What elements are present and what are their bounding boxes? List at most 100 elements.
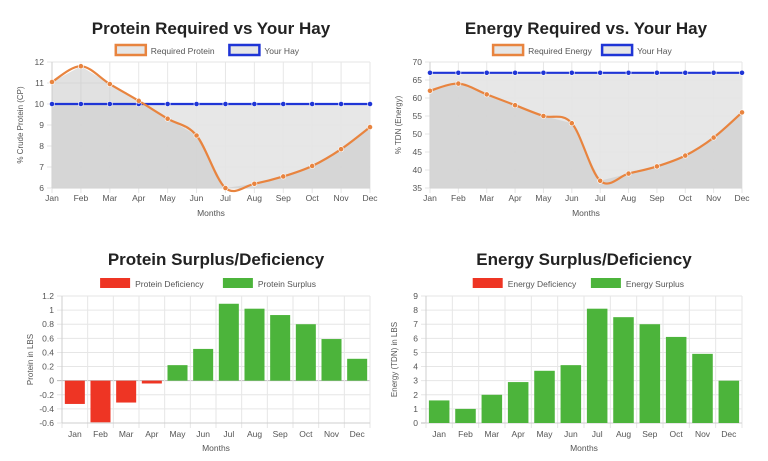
legend-item: Energy Deficiency <box>472 278 577 289</box>
y-tick-label: -0.4 <box>39 404 54 414</box>
y-axis-title: Energy (TDN) in LBS <box>390 322 399 397</box>
legend-swatch <box>228 43 261 57</box>
surplus-bar <box>639 324 661 423</box>
y-tick-label: 8 <box>39 141 44 151</box>
x-axis-title: Months <box>202 443 230 453</box>
surplus-bar <box>560 365 582 423</box>
x-tick-label: Feb <box>451 193 466 203</box>
y-tick-label: 9 <box>413 291 418 301</box>
required-point <box>682 152 689 159</box>
surplus-bar <box>244 308 265 381</box>
surplus-bar <box>321 339 342 381</box>
y-tick-label: 10 <box>35 99 45 109</box>
x-tick-label: Jul <box>220 193 231 203</box>
y-tick-label: 50 <box>413 129 423 139</box>
legend-swatch <box>600 43 634 57</box>
protein-bar-chart: Protein Surplus/Deficiency Protein Defici… <box>26 250 371 453</box>
hay-point <box>625 69 632 76</box>
hay-point <box>78 101 84 107</box>
hay-point <box>251 101 258 107</box>
legend-item: Your Hay <box>600 43 673 57</box>
y-tick-label: 7 <box>413 319 418 329</box>
surplus-bar <box>534 370 555 423</box>
chart-area: Energy Required vs. Your Hay Required Ene… <box>394 19 750 218</box>
chart-title: Energy Surplus/Deficiency <box>476 250 692 269</box>
x-tick-label: May <box>535 193 552 203</box>
required-point <box>309 163 316 169</box>
required-area <box>52 66 370 188</box>
x-tick-label: Apr <box>508 193 521 203</box>
x-tick-label: Aug <box>247 429 262 439</box>
legend-swatch <box>590 278 621 288</box>
y-tick-label: 4 <box>413 362 418 372</box>
y-tick-label: 8 <box>413 305 418 315</box>
legend-label: Protein Deficiency <box>135 279 204 289</box>
required-point <box>193 132 200 139</box>
y-tick-label: 40 <box>413 165 423 175</box>
x-tick-label: May <box>536 429 553 439</box>
x-tick-label: Jan <box>68 429 82 439</box>
legend-label: Required Protein <box>151 46 215 56</box>
legend-swatch <box>100 278 131 288</box>
x-tick-label: Oct <box>679 193 693 203</box>
y-tick-label: 5 <box>413 347 418 357</box>
required-point <box>78 63 84 70</box>
x-tick-label: Jan <box>45 193 59 203</box>
x-tick-label: Jan <box>432 429 446 439</box>
y-axis-title: Protein in LBS <box>26 334 35 385</box>
legend-item: Protein Deficiency <box>100 278 204 289</box>
hay-point <box>427 69 433 76</box>
hay-point <box>512 69 518 76</box>
hay-point <box>540 69 547 76</box>
x-tick-label: Jul <box>595 193 606 203</box>
x-tick-label: Mar <box>119 429 134 439</box>
surplus-bar <box>270 315 291 381</box>
energy-line-chart: Energy Required vs. Your Hay Required Ene… <box>394 19 750 218</box>
required-point <box>222 185 229 191</box>
surplus-bar <box>481 394 503 423</box>
energy-bar-chart: Energy Surplus/Deficiency Energy Deficien… <box>390 250 743 453</box>
x-tick-label: Jan <box>423 193 437 203</box>
x-tick-label: Jul <box>592 429 603 439</box>
legend-label: Energy Deficiency <box>508 279 577 289</box>
deficiency-bar <box>64 380 85 404</box>
x-tick-label: Nov <box>334 193 350 203</box>
required-point <box>367 124 373 130</box>
required-point <box>597 177 604 184</box>
y-tick-label: 1 <box>49 305 54 315</box>
y-tick-label: 3 <box>413 376 418 386</box>
y-tick-label: 7 <box>39 162 44 172</box>
legend-item: Energy Surplus <box>590 278 684 289</box>
y-tick-label: 0 <box>413 418 418 428</box>
x-tick-label: Sep <box>276 193 291 203</box>
legend-swatch <box>114 43 148 57</box>
surplus-bar <box>507 382 529 423</box>
y-tick-label: 45 <box>413 147 423 157</box>
required-point <box>280 173 287 180</box>
x-tick-label: Oct <box>670 429 684 439</box>
x-tick-label: Apr <box>145 429 158 439</box>
required-point <box>739 109 745 116</box>
x-tick-label: Sep <box>642 429 657 439</box>
y-tick-label: 11 <box>35 78 44 88</box>
x-tick-label: Nov <box>324 429 340 439</box>
hay-point <box>483 69 490 76</box>
surplus-bar <box>455 408 476 423</box>
y-tick-label: 6 <box>413 333 418 343</box>
hay-point <box>739 69 745 76</box>
surplus-bar <box>347 358 368 381</box>
x-tick-label: Dec <box>734 193 750 203</box>
x-tick-label: Aug <box>247 193 262 203</box>
required-point <box>49 79 55 85</box>
required-point <box>251 180 258 187</box>
chart-title: Protein Required vs Your Hay <box>92 19 331 38</box>
hay-point <box>654 69 660 76</box>
y-tick-label: 0.4 <box>42 347 54 357</box>
required-point <box>106 81 113 87</box>
y-tick-label: 55 <box>413 111 423 121</box>
deficiency-bar <box>141 380 162 384</box>
y-tick-label: 0.6 <box>42 333 54 343</box>
x-tick-label: Dec <box>721 429 737 439</box>
surplus-bar <box>613 317 634 423</box>
